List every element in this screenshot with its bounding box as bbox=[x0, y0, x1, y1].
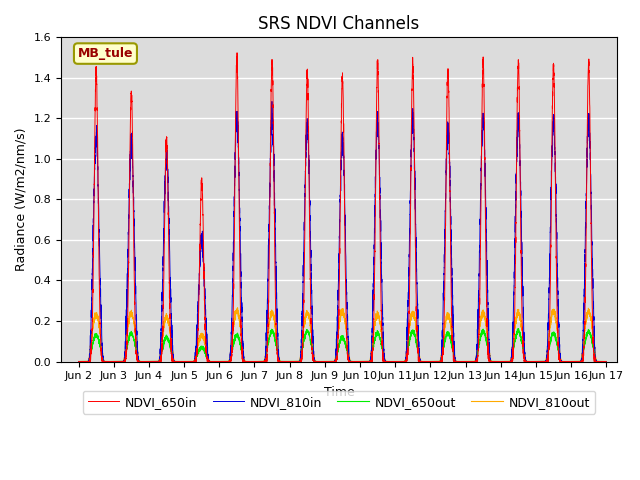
NDVI_810out bbox=[234, 305, 241, 311]
NDVI_810out bbox=[600, 359, 608, 364]
NDVI_650in bbox=[415, 356, 423, 361]
NDVI_650out bbox=[515, 326, 522, 332]
NDVI_650in bbox=[75, 359, 83, 364]
NDVI_810out bbox=[490, 359, 498, 364]
Y-axis label: Radiance (W/m2/nm/s): Radiance (W/m2/nm/s) bbox=[15, 128, 28, 271]
Line: NDVI_810in: NDVI_810in bbox=[79, 101, 606, 361]
Legend: NDVI_650in, NDVI_810in, NDVI_650out, NDVI_810out: NDVI_650in, NDVI_810in, NDVI_650out, NDV… bbox=[83, 391, 595, 414]
NDVI_650in bbox=[600, 359, 608, 364]
NDVI_810in bbox=[415, 347, 423, 352]
Text: MB_tule: MB_tule bbox=[77, 47, 133, 60]
NDVI_810in bbox=[75, 359, 83, 364]
NDVI_810in bbox=[182, 359, 190, 364]
NDVI_650out bbox=[188, 359, 195, 364]
NDVI_650in bbox=[75, 359, 83, 364]
Line: NDVI_650in: NDVI_650in bbox=[79, 53, 606, 361]
NDVI_810out bbox=[415, 349, 423, 355]
NDVI_810out bbox=[75, 359, 83, 364]
NDVI_810in bbox=[75, 359, 83, 364]
NDVI_650in bbox=[602, 359, 610, 364]
NDVI_810out bbox=[188, 359, 195, 364]
Line: NDVI_650out: NDVI_650out bbox=[79, 329, 606, 361]
NDVI_650out bbox=[602, 359, 610, 364]
NDVI_650out bbox=[600, 359, 608, 364]
NDVI_650out bbox=[490, 359, 498, 364]
NDVI_810out bbox=[216, 359, 223, 364]
Line: NDVI_810out: NDVI_810out bbox=[79, 308, 606, 361]
NDVI_650in bbox=[233, 50, 241, 56]
NDVI_650out bbox=[75, 359, 83, 364]
NDVI_810in bbox=[602, 359, 610, 364]
NDVI_810out bbox=[273, 329, 280, 335]
NDVI_650in bbox=[188, 359, 195, 364]
NDVI_650out bbox=[145, 359, 153, 364]
NDVI_810in bbox=[600, 359, 608, 364]
Title: SRS NDVI Channels: SRS NDVI Channels bbox=[259, 15, 419, 33]
NDVI_650in bbox=[273, 336, 280, 342]
NDVI_810in bbox=[188, 359, 195, 364]
NDVI_810out bbox=[182, 359, 189, 364]
NDVI_810out bbox=[602, 359, 610, 364]
NDVI_650in bbox=[182, 359, 190, 364]
NDVI_810in bbox=[273, 280, 280, 286]
NDVI_650out bbox=[415, 353, 423, 359]
X-axis label: Time: Time bbox=[323, 386, 355, 399]
NDVI_810in bbox=[490, 359, 498, 364]
NDVI_650out bbox=[182, 359, 190, 364]
NDVI_650out bbox=[273, 341, 280, 347]
NDVI_810in bbox=[268, 98, 276, 104]
NDVI_650in bbox=[490, 359, 498, 364]
